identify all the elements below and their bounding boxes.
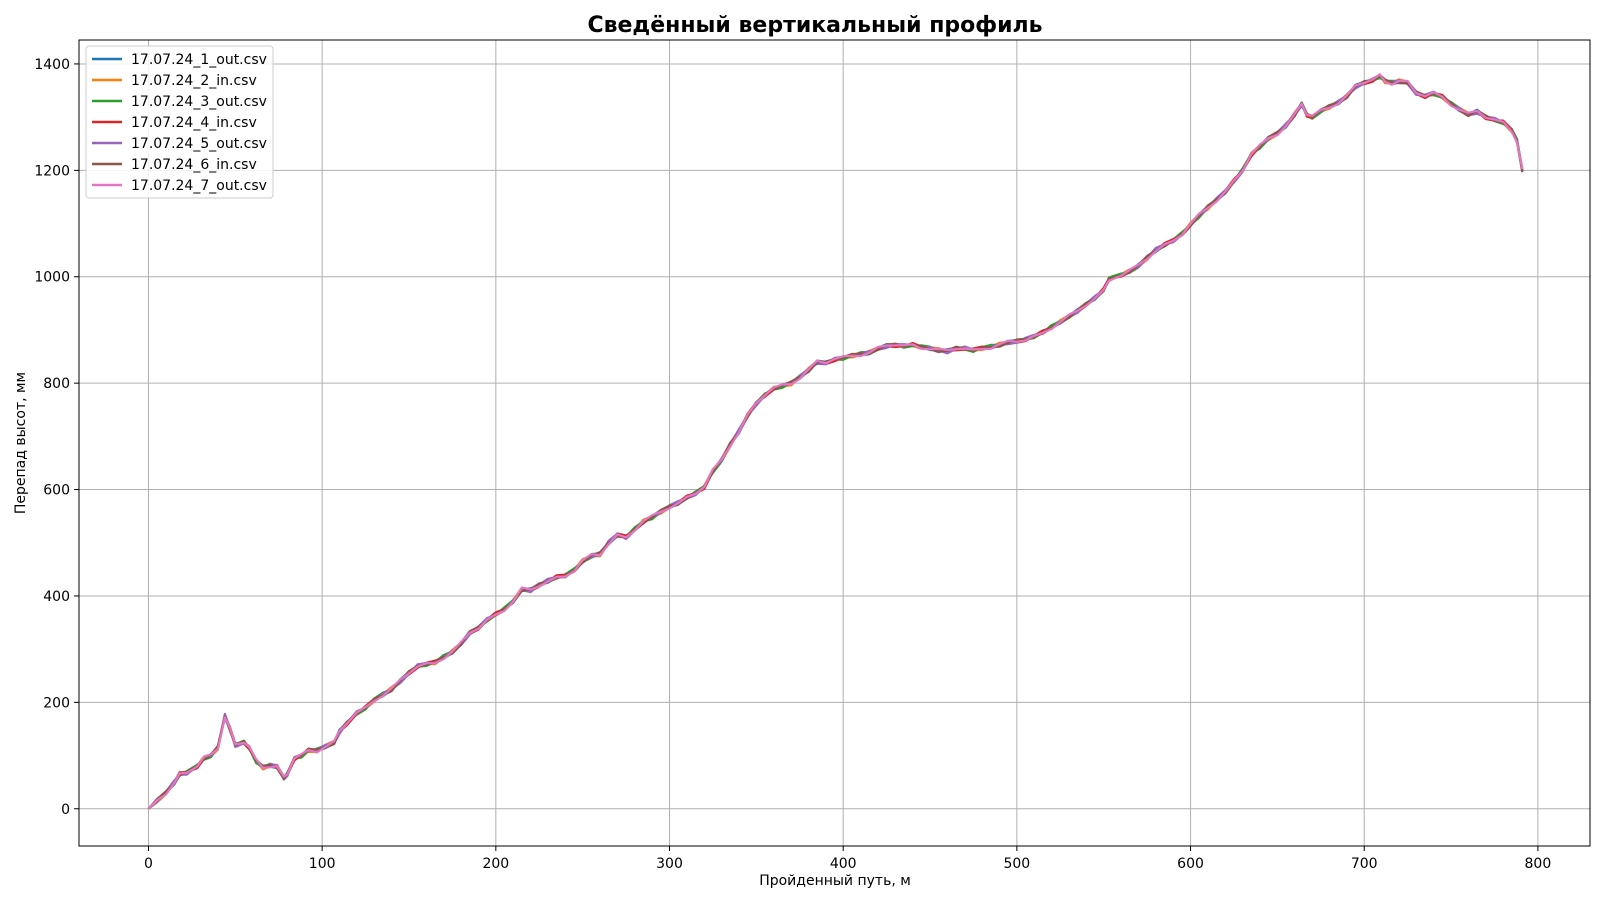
x-tick-label: 700 — [1351, 856, 1378, 872]
y-tick-label: 600 — [43, 483, 70, 499]
x-tick-label: 800 — [1525, 856, 1552, 872]
series-line-3 — [147, 76, 1524, 810]
chart-title: Сведённый вертикальный профиль — [587, 13, 1042, 38]
y-axis-ticks: 0 200 400 600 800 1000 1200 1400 — [34, 57, 79, 818]
legend-label: 17.07.24_2_in.csv — [131, 73, 257, 89]
series-line-2 — [147, 74, 1524, 810]
x-tick-label: 400 — [830, 856, 857, 872]
x-tick-label: 300 — [656, 856, 683, 872]
legend-label: 17.07.24_1_out.csv — [131, 52, 267, 68]
y-tick-label: 800 — [43, 376, 70, 392]
y-tick-label: 1000 — [34, 270, 70, 286]
x-axis-ticks: 0 100 200 300 400 500 600 700 800 — [144, 846, 1551, 872]
series-line-6 — [147, 74, 1524, 810]
legend-label: 17.07.24_3_out.csv — [131, 94, 267, 110]
y-tick-label: 1200 — [34, 163, 70, 179]
legend: 17.07.24_1_out.csv 17.07.24_2_in.csv 17.07… — [85, 45, 274, 199]
grid — [79, 40, 1590, 846]
x-tick-label: 0 — [144, 856, 153, 872]
x-tick-label: 600 — [1177, 856, 1204, 872]
legend-label: 17.07.24_5_out.csv — [131, 136, 267, 152]
legend-box — [85, 45, 274, 199]
legend-label: 17.07.24_4_in.csv — [131, 115, 257, 131]
y-tick-label: 200 — [43, 695, 70, 711]
legend-label: 17.07.24_7_out.csv — [131, 178, 267, 194]
x-tick-label: 100 — [309, 856, 336, 872]
series-lines — [147, 73, 1524, 810]
y-tick-label: 400 — [43, 589, 70, 605]
y-axis-label: Перепад высот, мм — [13, 372, 29, 514]
y-tick-label: 0 — [61, 802, 70, 818]
series-line-5 — [147, 73, 1524, 810]
plot-frame — [78, 39, 1591, 847]
x-axis-label: Пройденный путь, м — [759, 873, 911, 889]
x-tick-label: 500 — [1003, 856, 1030, 872]
series-line-4 — [147, 73, 1524, 810]
series-line-1 — [147, 73, 1524, 810]
y-tick-label: 1400 — [34, 57, 70, 73]
legend-label: 17.07.24_6_in.csv — [131, 157, 257, 173]
x-tick-label: 200 — [482, 856, 509, 872]
series-line-7 — [147, 73, 1524, 810]
